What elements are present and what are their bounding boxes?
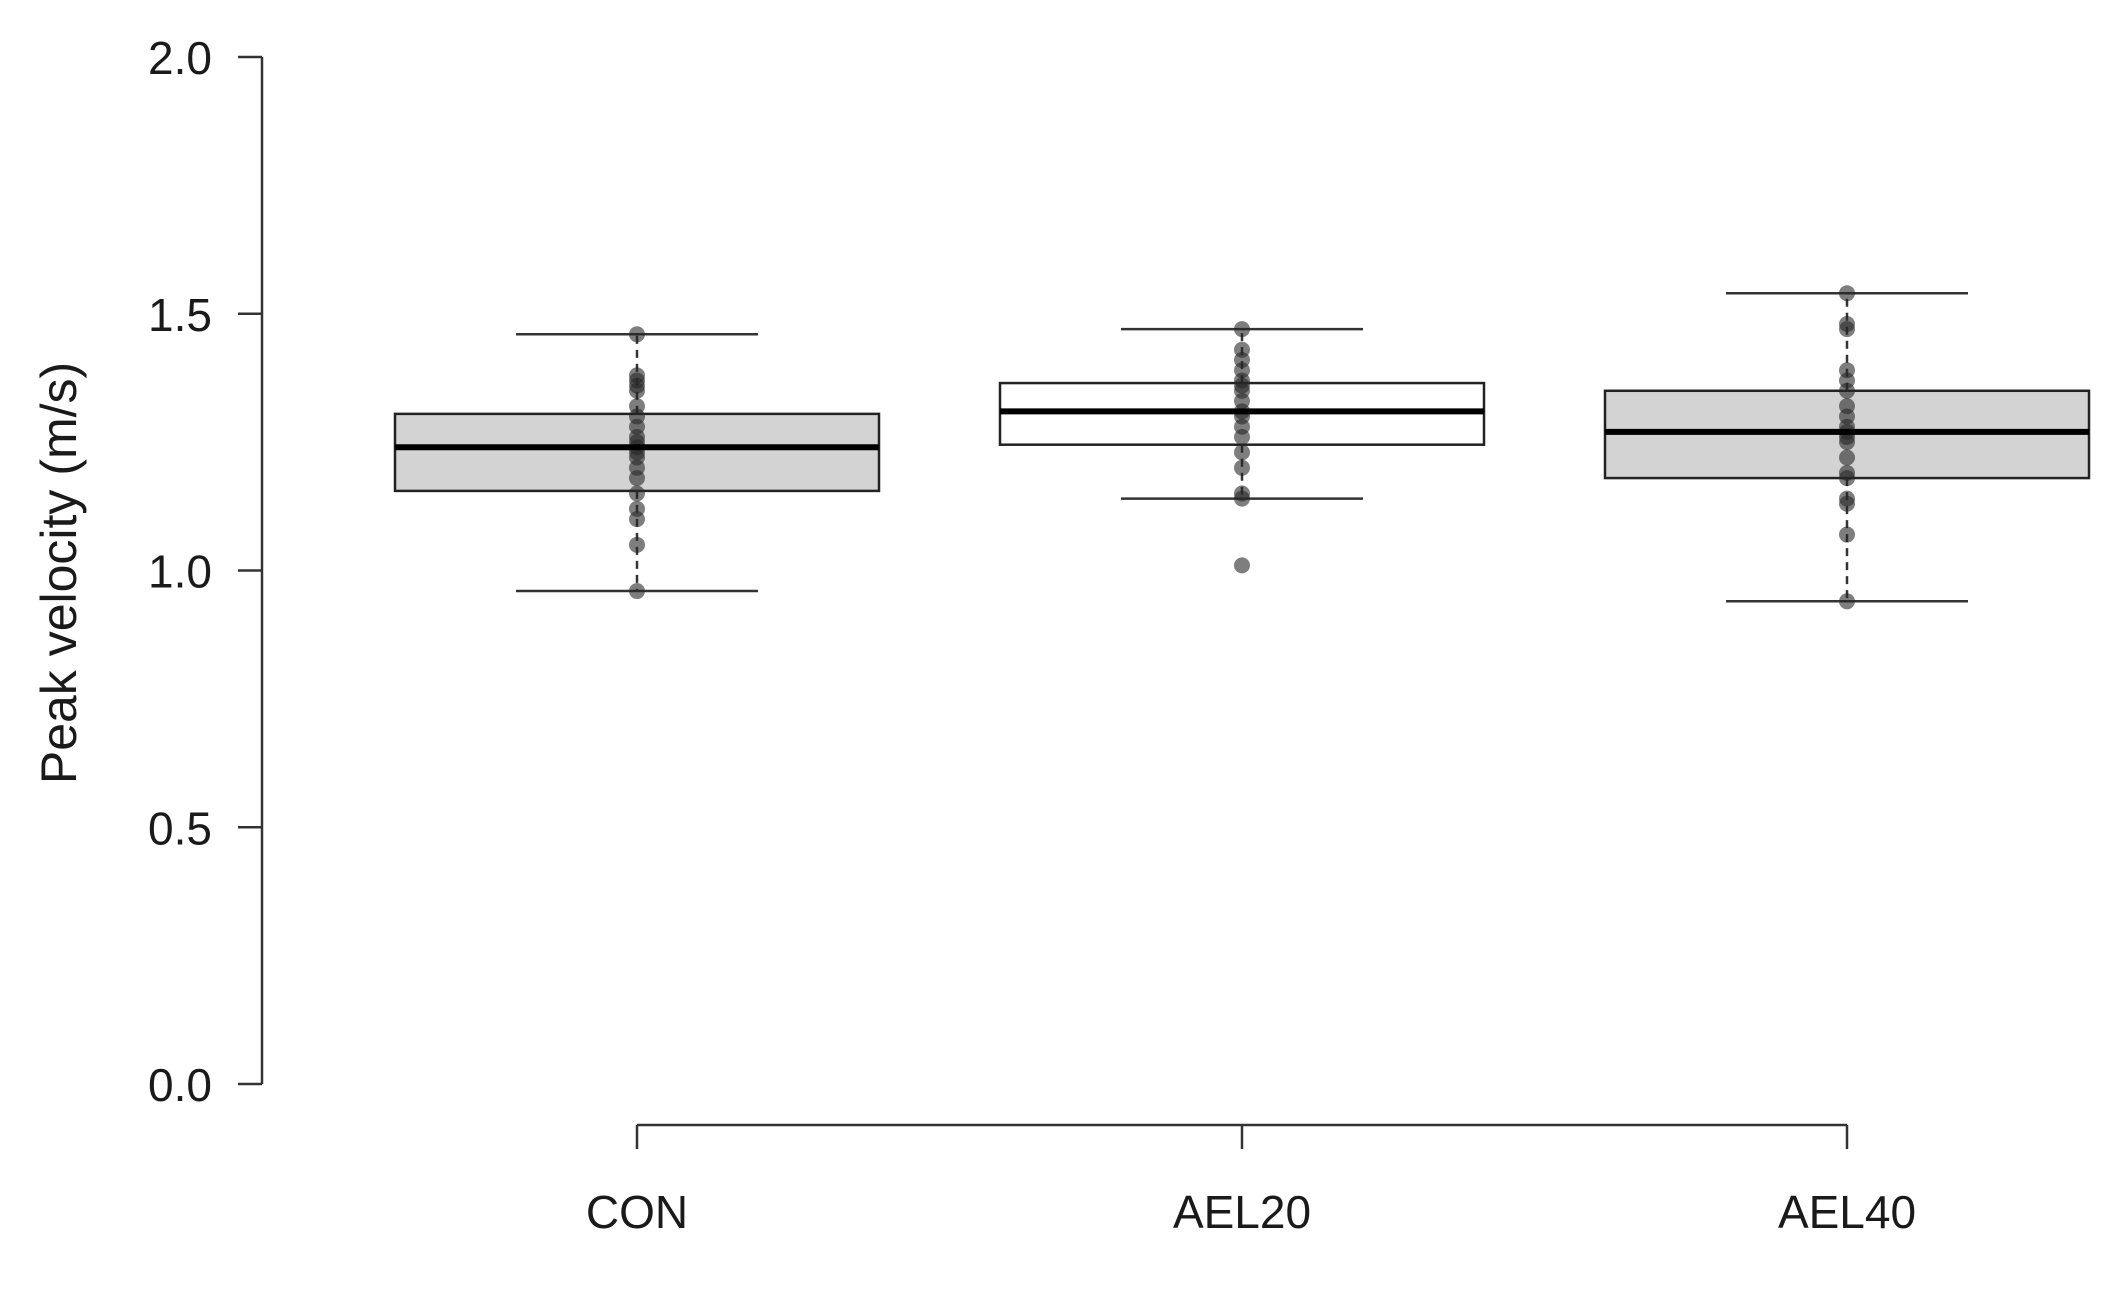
x-tick-label: AEL20 (1173, 1186, 1311, 1238)
y-tick-label: 2.0 (148, 32, 212, 84)
data-point (629, 326, 645, 343)
y-axis-label: Peak velocity (m/s) (31, 362, 87, 784)
box-ael20 (998, 321, 1486, 574)
data-point (1234, 444, 1250, 461)
data-point (629, 398, 645, 415)
data-point (1839, 464, 1855, 481)
data-point (1839, 593, 1855, 610)
y-axis: 0.0 0.5 1.0 1.5 2.0 (148, 32, 264, 1111)
data-point (1839, 316, 1855, 333)
x-axis: CON AEL20 AEL40 (586, 1123, 1916, 1238)
x-tick-label: AEL40 (1778, 1186, 1916, 1238)
data-point (1839, 490, 1855, 507)
data-point (1839, 449, 1855, 466)
data-point (1839, 362, 1855, 379)
data-point (1234, 341, 1250, 358)
data-point (1234, 459, 1250, 476)
y-tick-label: 0.0 (148, 1059, 212, 1111)
boxes (393, 285, 2091, 610)
y-tick-label: 0.5 (148, 802, 212, 854)
y-tick-label: 1.0 (148, 546, 212, 598)
x-tick-label: CON (586, 1186, 688, 1238)
box-con (393, 326, 881, 600)
data-point (1839, 285, 1855, 302)
data-point (1234, 321, 1250, 338)
data-point (1234, 485, 1250, 502)
data-point (629, 485, 645, 502)
data-point (1839, 526, 1855, 543)
data-point (629, 536, 645, 553)
y-tick-label: 1.5 (148, 289, 212, 341)
data-point (629, 367, 645, 384)
data-point (629, 500, 645, 517)
data-point (629, 583, 645, 600)
box-ael40 (1603, 285, 2091, 610)
data-point (1234, 557, 1250, 574)
data-point (1839, 398, 1855, 415)
